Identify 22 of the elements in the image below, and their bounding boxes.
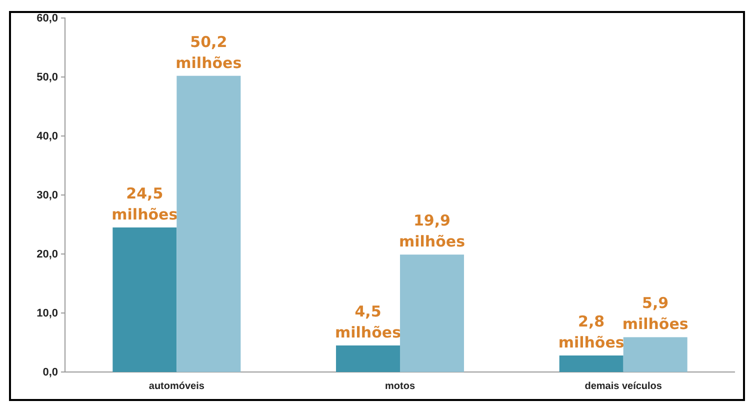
data-label: 50,2 milhões — [176, 32, 242, 72]
bar — [400, 254, 464, 372]
data-label: 4,5 milhões — [335, 302, 402, 342]
y-tick-label: 20,0 — [36, 248, 58, 261]
y-tick-label: 50,0 — [36, 72, 58, 84]
bar — [336, 345, 400, 372]
data-label: 24,5 milhões — [112, 184, 178, 224]
data-label: 5,9 milhões — [622, 294, 688, 334]
y-tick-label: 10,0 — [36, 308, 58, 320]
x-tick-label: motos — [385, 381, 416, 392]
x-tick-label: demais veículos — [584, 381, 662, 392]
bar — [559, 355, 624, 372]
data-label: 2,8 milhões — [558, 312, 624, 352]
y-tick-label: 0,0 — [42, 366, 58, 379]
bar — [112, 227, 177, 372]
y-tick-label: 40,0 — [36, 130, 58, 143]
bar — [176, 76, 241, 372]
bar — [623, 337, 688, 372]
y-tick-label: 60,0 — [36, 12, 58, 25]
y-tick-label: 30,0 — [36, 190, 58, 202]
data-label: 19,9 milhões — [399, 212, 466, 251]
x-tick-label: automóveis — [148, 381, 205, 392]
